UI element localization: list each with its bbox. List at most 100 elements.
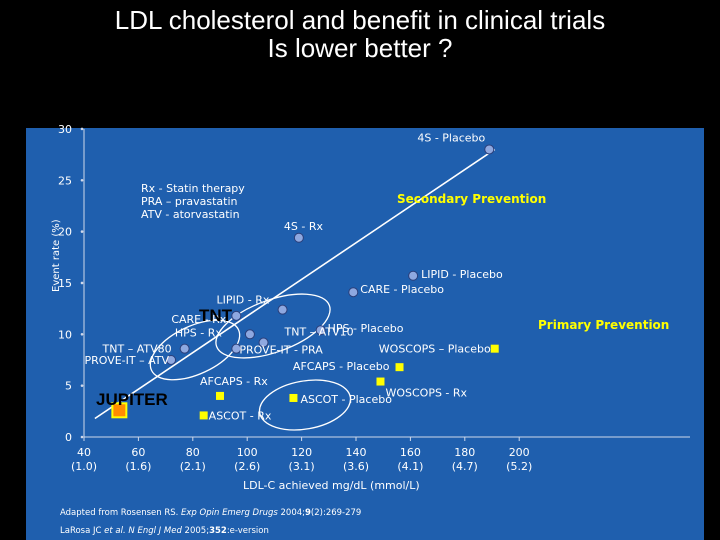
footnote-2-rest2: :e-version — [227, 526, 269, 536]
x-tick-label: 180 — [454, 446, 475, 459]
secondary-prevention-point — [231, 343, 242, 354]
x-tick-sublabel: (1.6) — [125, 460, 151, 473]
x-tick-sublabel: (3.1) — [289, 460, 315, 473]
primary-prevention-point — [490, 344, 499, 353]
secondary-prevention-label: Secondary Prevention — [397, 192, 546, 206]
secondary-prevention-point — [408, 270, 419, 281]
x-axis-label: LDL-C achieved mg/dL (mmol/L) — [243, 479, 420, 492]
point-label: LIPID - Placebo — [421, 268, 503, 281]
point-label: HPS - Rx — [175, 326, 222, 339]
footnote-2-prefix: LaRosa JC — [60, 526, 104, 536]
tnt-label: TNT — [199, 306, 233, 325]
jupiter-point — [111, 402, 128, 419]
point-label: TNT – ATV10 — [284, 326, 354, 339]
jupiter-label: JUPITER — [96, 390, 168, 409]
trend-line — [94, 148, 496, 420]
trend-line-group — [94, 148, 496, 420]
point-label: PROVE-IT – ATV — [84, 354, 169, 367]
y-tick-mark — [80, 178, 84, 182]
footnote-2-journal: N Engl J Med — [126, 526, 183, 536]
y-tick-mark — [80, 435, 84, 439]
secondary-prevention-point — [179, 343, 190, 354]
y-tick-label: 20 — [58, 226, 72, 239]
secondary-prevention-point — [166, 354, 177, 365]
x-tick-label: 100 — [237, 446, 258, 459]
x-tick-sublabel: (2.1) — [180, 460, 206, 473]
footnote-2-etal: et al. — [104, 526, 126, 536]
legend-line-3: ATV - atorvastatin — [141, 208, 240, 221]
legend-line-1: Rx - Statin therapy — [141, 182, 245, 195]
point-label: LIPID - Rx — [217, 294, 270, 307]
point-label: CARE - Rx — [171, 313, 226, 326]
footnote-2-rest1: 2005; — [182, 526, 209, 536]
primary-prevention-point — [199, 411, 208, 420]
y-tick-mark — [80, 281, 84, 285]
footnote-1-journal: Exp Opin Emerg Drugs — [181, 508, 278, 518]
secondary-prevention-point — [244, 329, 255, 340]
point-label: WOSCOPS - Rx — [385, 387, 467, 400]
chart-title-line-1: LDL cholesterol and benefit in clinical … — [114, 5, 606, 35]
footnote-1: Adapted from Rosensen RS. Exp Opin Emerg… — [60, 508, 361, 518]
point-label: ASCOT - Rx — [209, 409, 272, 422]
secondary-prevention-point — [231, 310, 242, 321]
x-tick-sublabel: (4.1) — [397, 460, 423, 473]
x-tick-sublabel: (3.6) — [343, 460, 369, 473]
data-points: 4S - Placebo 4S - Rx LIPID - Placebo CARE -… — [84, 131, 503, 422]
x-tick-sublabel: (5.2) — [506, 460, 532, 473]
footnote-1-mid: 2004; — [278, 508, 305, 518]
footnote-2-vol: 352 — [209, 526, 227, 536]
secondary-prevention-point — [484, 144, 495, 155]
tnt-care-ellipse — [215, 293, 331, 359]
point-label: AFCAPS - Rx — [200, 375, 268, 388]
point-label: 4S - Rx — [284, 220, 324, 233]
y-tick-label: 0 — [65, 431, 72, 444]
secondary-prevention-point — [293, 232, 304, 243]
point-label: PROVE-IT - PRA — [239, 344, 323, 357]
annotations: Rx - Statin therapy PRA – pravastatin AT… — [51, 182, 669, 536]
y-tick-mark — [80, 230, 84, 233]
point-label: WOSCOPS – Placebo — [379, 343, 491, 356]
secondary-prevention-point — [348, 287, 359, 298]
footnote-1-vol: 9 — [305, 508, 311, 518]
primary-prevention-point — [216, 391, 224, 400]
point-label: HPS - Placebo — [328, 322, 404, 335]
x-tick-sublabel: (1.0) — [71, 460, 97, 473]
footnote-1-rest: (2):269-279 — [311, 508, 361, 518]
x-tick-label: 40 — [77, 446, 91, 459]
y-tick-label: 15 — [58, 277, 72, 290]
plot-panel — [26, 128, 704, 540]
y-tick-label: 30 — [58, 123, 72, 136]
point-label: 4S - Placebo — [417, 131, 485, 144]
x-tick-label: 200 — [509, 446, 530, 459]
point-label: TNT – ATV80 — [102, 343, 172, 356]
primary-prevention-point — [395, 363, 404, 372]
point-label: AFCAPS - Placebo — [293, 360, 390, 373]
footnote-2: LaRosa JC et al. N Engl J Med 2005;352:e… — [60, 526, 269, 536]
y-axis-label: Event rate (%) — [51, 219, 62, 292]
footnote-1-prefix: Adapted from Rosensen RS. — [60, 508, 181, 518]
x-tick-sublabel: (4.7) — [452, 460, 478, 473]
legend-line-2: PRA – pravastatin — [141, 195, 237, 208]
x-tick-label: 60 — [131, 446, 145, 459]
afcaps-ascot-ellipse — [258, 379, 352, 431]
chart-title-line-2: Is lower better ? — [267, 33, 453, 63]
primary-prevention-point — [289, 393, 298, 402]
y-tick-label: 10 — [58, 328, 72, 341]
highlight-ellipses — [149, 293, 352, 431]
secondary-prevention-point — [277, 304, 288, 315]
x-tick-label: 80 — [186, 446, 200, 459]
y-tick-mark — [80, 127, 84, 131]
x-tick-label: 120 — [291, 446, 312, 459]
primary-prevention-label: Primary Prevention — [538, 318, 669, 332]
point-label: ASCOT - Placebo — [300, 393, 392, 406]
x-tick-label: 140 — [346, 446, 367, 459]
primary-prevention-point — [376, 377, 385, 386]
y-tick-label: 5 — [65, 380, 72, 393]
axes: 0 5 10 15 20 25 30 40(1.0) 60(1.6) 80(2.1) 100(2.6… — [58, 123, 690, 473]
x-tick-label: 160 — [400, 446, 421, 459]
secondary-prevention-point — [258, 337, 269, 348]
point-label: CARE - Placebo — [360, 283, 444, 296]
tnt-prove-ellipse — [149, 319, 241, 381]
y-tick-mark — [80, 384, 84, 387]
